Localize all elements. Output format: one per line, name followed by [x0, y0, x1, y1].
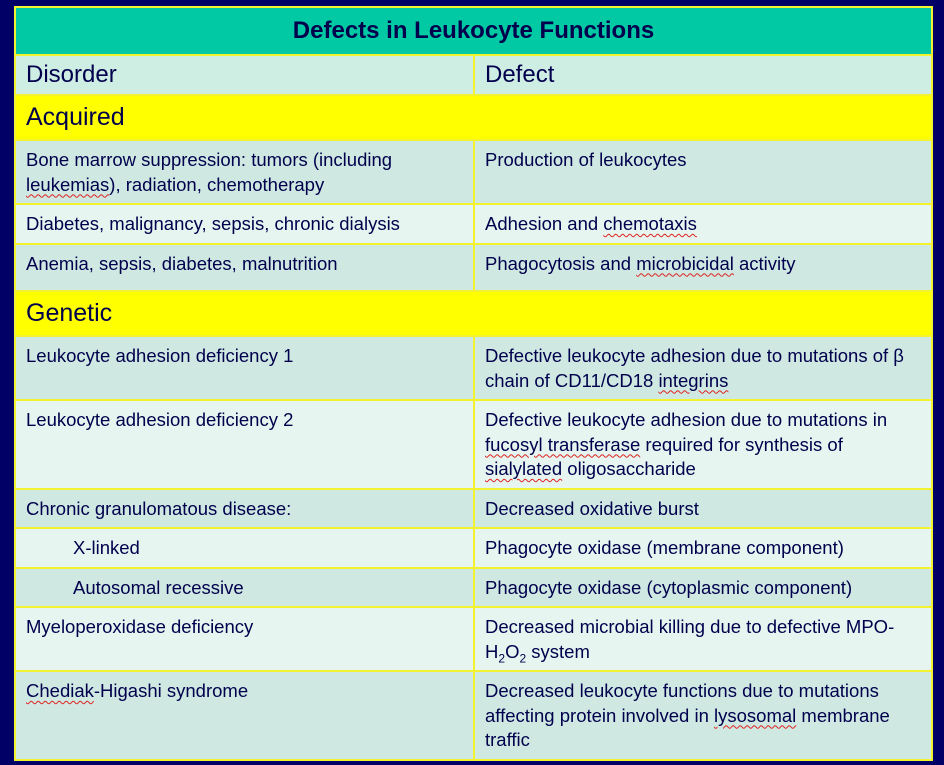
disorder-cell: Anemia, sepsis, diabetes, malnutrition — [14, 242, 475, 292]
disorder-cell: X-linked — [14, 527, 475, 569]
table-row: Bone marrow suppression: tumors (includi… — [14, 139, 933, 205]
disorder-cell: Leukocyte adhesion deficiency 2 — [14, 399, 475, 490]
defect-cell: Phagocyte oxidase (cytoplasmic component… — [473, 566, 933, 608]
defect-cell: Defective leukocyte adhesion due to muta… — [473, 399, 933, 490]
disorder-cell: Bone marrow suppression: tumors (includi… — [14, 139, 475, 205]
section-header-genetic: Genetic — [14, 290, 933, 337]
leukocyte-defects-table: Defects in Leukocyte Functions Disorder … — [14, 6, 933, 761]
column-header-defect: Defect — [473, 54, 933, 96]
disorder-cell: Chediak-Higashi syndrome — [14, 670, 475, 761]
table-row: Autosomal recessive Phagocyte oxidase (c… — [14, 566, 933, 608]
table-row: Anemia, sepsis, diabetes, malnutrition P… — [14, 242, 933, 292]
table-row: Chediak-Higashi syndrome Decreased leuko… — [14, 670, 933, 761]
disorder-cell: Leukocyte adhesion deficiency 1 — [14, 335, 475, 401]
defect-cell: Defective leukocyte adhesion due to muta… — [473, 335, 933, 401]
defect-cell: Phagocyte oxidase (membrane component) — [473, 527, 933, 569]
table-row: Leukocyte adhesion deficiency 2 Defectiv… — [14, 399, 933, 490]
disorder-cell: Myeloperoxidase deficiency — [14, 606, 475, 672]
table-title: Defects in Leukocyte Functions — [14, 6, 933, 56]
defect-cell: Production of leukocytes — [473, 139, 933, 205]
column-header-disorder: Disorder — [14, 54, 475, 96]
table-row: Chronic granulomatous disease: Decreased… — [14, 487, 933, 529]
table-row: X-linked Phagocyte oxidase (membrane com… — [14, 527, 933, 569]
disorder-cell: Chronic granulomatous disease: — [14, 487, 475, 529]
disorder-cell: Diabetes, malignancy, sepsis, chronic di… — [14, 203, 475, 245]
disorder-cell: Autosomal recessive — [14, 566, 475, 608]
defect-cell: Decreased leukocyte functions due to mut… — [473, 670, 933, 761]
defect-cell: Decreased microbial killing due to defec… — [473, 606, 933, 672]
defect-cell: Phagocytosis and microbicidal activity — [473, 242, 933, 292]
section-header-acquired: Acquired — [14, 94, 933, 141]
defect-cell: Decreased oxidative burst — [473, 487, 933, 529]
table-row: Leukocyte adhesion deficiency 1 Defectiv… — [14, 335, 933, 401]
table-row: Myeloperoxidase deficiency Decreased mic… — [14, 606, 933, 672]
defect-cell: Adhesion and chemotaxis — [473, 203, 933, 245]
table-row: Diabetes, malignancy, sepsis, chronic di… — [14, 203, 933, 245]
